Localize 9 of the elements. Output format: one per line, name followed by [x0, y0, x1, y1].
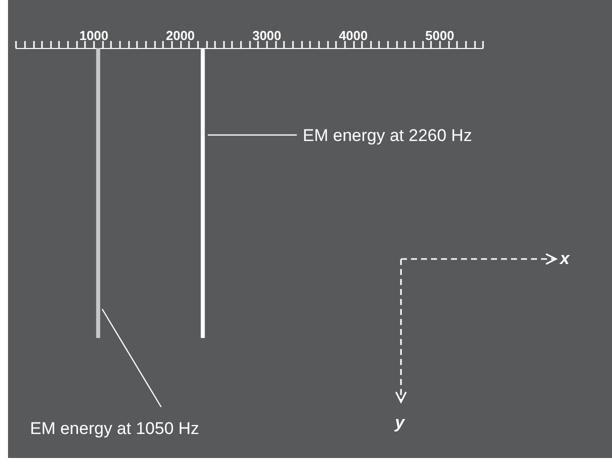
x-tick-label: 4000 [338, 28, 368, 43]
annotation: EM energy at 2260 Hz [302, 126, 472, 145]
text: x [560, 249, 570, 269]
x-tick-label: 2000 [166, 28, 195, 43]
x-tick-label: 1000 [79, 28, 108, 43]
x-tick-label: 5000 [425, 28, 454, 43]
text: y [395, 413, 404, 433]
annotation: EM energy at 1050 Hz [30, 419, 200, 438]
x-tick-label: 3000 [252, 28, 282, 43]
